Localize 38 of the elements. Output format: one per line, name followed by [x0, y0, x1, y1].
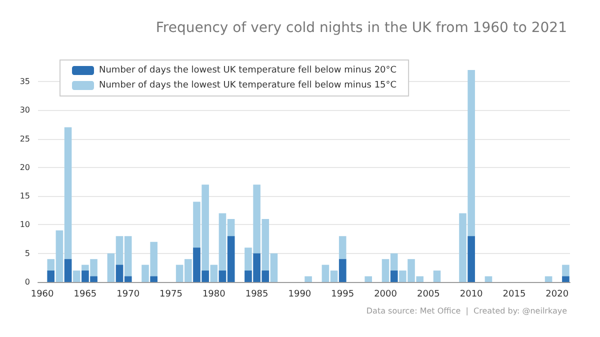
- bar: [47, 270, 55, 282]
- bar: [544, 276, 552, 282]
- x-tick-label: 1965: [74, 290, 97, 300]
- bar: [484, 276, 492, 282]
- x-tick-label: 1975: [160, 290, 182, 300]
- y-tick-label: 20: [20, 162, 30, 172]
- bar: [364, 276, 372, 282]
- legend-label: Number of days the lowest UK temperature fell below minus 15°C: [99, 80, 397, 90]
- bar: [433, 270, 441, 282]
- y-tick-label: 5: [24, 248, 30, 258]
- y-tick-label: 35: [20, 76, 30, 86]
- x-tick-label: 1960: [30, 290, 54, 300]
- x-tick-label: 2010: [460, 290, 484, 300]
- bar: [468, 236, 475, 282]
- x-tick-label: 1980: [202, 290, 226, 300]
- bar: [562, 276, 570, 282]
- x-tick-label: 2015: [502, 290, 526, 300]
- x-tick-label: 1985: [245, 290, 268, 300]
- bar: [72, 270, 80, 282]
- x-tick-label: 2020: [546, 290, 569, 300]
- chart-title: Frequency of very cold nights in the UK from 1960 to 2021: [156, 20, 568, 36]
- x-tick-label: 1970: [116, 290, 140, 300]
- legend-label: Number of days the lowest UK temperature fell below minus 20°C: [99, 66, 397, 76]
- bar: [150, 276, 158, 282]
- x-tick-label: 2005: [416, 290, 440, 300]
- y-tick-label: 25: [20, 134, 30, 144]
- y-tick-label: 30: [20, 106, 30, 115]
- bar: [64, 259, 72, 282]
- x-tick-label: 1995: [331, 290, 354, 300]
- y-tick-label: 0: [24, 278, 30, 286]
- bar: [304, 276, 312, 282]
- y-tick-label: 10: [20, 220, 30, 230]
- y-tick-label: 15: [20, 192, 30, 201]
- bar: [390, 270, 398, 282]
- source-note: Data source: Met Office | Created by: @neilrkaye: [366, 306, 568, 316]
- x-tick-label: 2000: [374, 290, 398, 300]
- x-tick-label: 1990: [288, 290, 312, 300]
- bar: [338, 259, 346, 282]
